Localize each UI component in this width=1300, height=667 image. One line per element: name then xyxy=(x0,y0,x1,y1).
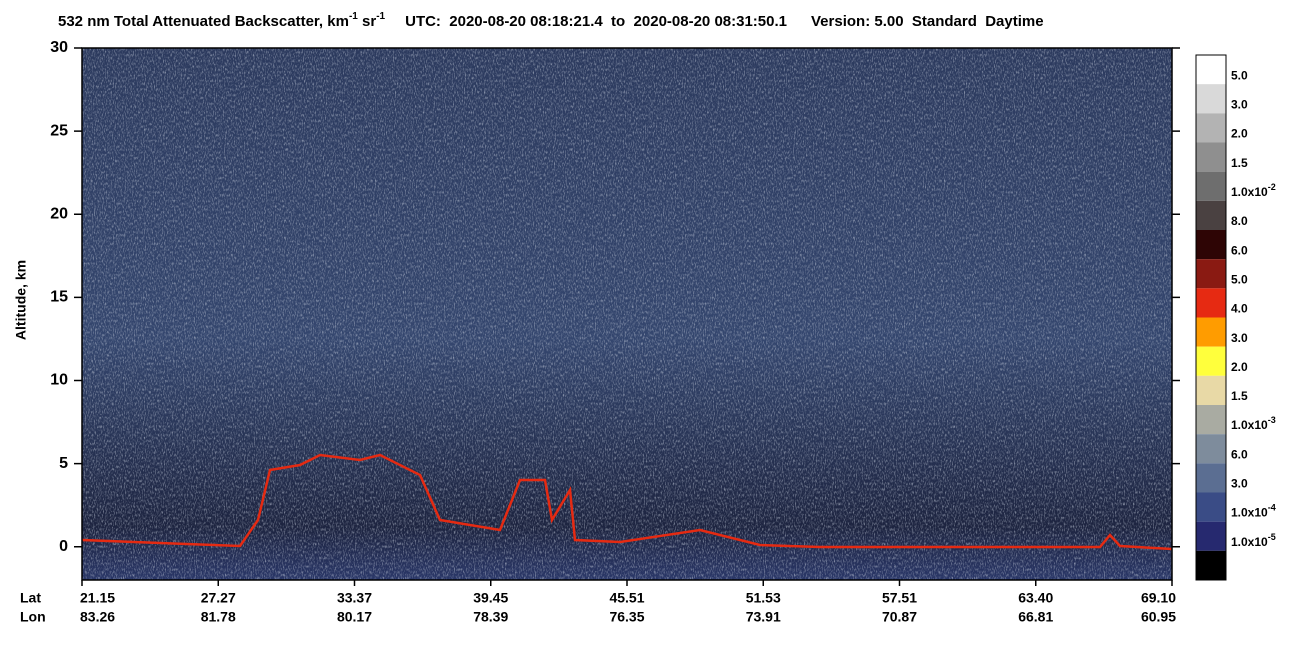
colorbar-label-base: 1.0x10 xyxy=(1231,418,1268,432)
colorbar-label: 3.0 xyxy=(1231,331,1248,345)
colorbar-label: 6.0 xyxy=(1231,243,1248,257)
colorbar-label: 5.0 xyxy=(1231,68,1248,82)
lat-tick-label: 27.27 xyxy=(201,590,236,606)
title-sup: -1 xyxy=(349,11,358,22)
title-version: Version: 5.00 Standard Daytime xyxy=(811,13,1044,30)
y-tick-label: 15 xyxy=(50,289,68,306)
colorbar-label: 3.0 xyxy=(1231,477,1248,491)
title-utc: UTC: 2020-08-20 08:18:21.4 to 2020-08-20… xyxy=(405,13,787,30)
lat-label: Lat xyxy=(20,590,41,606)
colorbar-label: 8.0 xyxy=(1231,214,1248,228)
chart-title: 532 nm Total Attenuated Backscatter, km-… xyxy=(58,11,1044,30)
colorbar-label: 1.0x10-2 xyxy=(1231,182,1276,199)
colorbar-label-base: 1.0x10 xyxy=(1231,535,1268,549)
lat-tick-label: 63.40 xyxy=(1018,590,1053,606)
lat-tick-label: 45.51 xyxy=(609,590,644,606)
colorbar-label-sup: -5 xyxy=(1268,532,1276,542)
lon-label: Lon xyxy=(20,609,46,625)
colorbar-label: 5.0 xyxy=(1231,273,1248,287)
colorbar-label: 2.0 xyxy=(1231,127,1248,141)
lon-tick-label: 81.78 xyxy=(201,609,236,625)
title-unit: sr xyxy=(358,13,377,30)
y-axis-label: Altitude, km xyxy=(13,260,29,340)
colorbar-label: 1.0x10-5 xyxy=(1231,532,1276,549)
y-tick-label: 30 xyxy=(50,39,68,56)
colorbar-cell xyxy=(1196,317,1226,347)
plot-area xyxy=(81,47,1173,581)
colorbar-cell xyxy=(1196,434,1226,464)
colorbar-label: 1.0x10-3 xyxy=(1231,416,1276,433)
colorbar-cell xyxy=(1196,405,1226,435)
colorbar-label-sup: -3 xyxy=(1268,416,1276,426)
colorbar-cell xyxy=(1196,259,1226,289)
colorbar-label-base: 1.0x10 xyxy=(1231,185,1268,199)
colorbar-cell xyxy=(1196,200,1226,230)
colorbar-label: 1.5 xyxy=(1231,156,1248,170)
lat-tick-label: 39.45 xyxy=(473,590,508,606)
colorbar-cell xyxy=(1196,492,1226,522)
colorbar-cell xyxy=(1196,346,1226,376)
lat-tick-label: 33.37 xyxy=(337,590,372,606)
colorbar-label: 3.0 xyxy=(1231,98,1248,112)
colorbar-label: 2.0 xyxy=(1231,360,1248,374)
y-tick-label: 25 xyxy=(50,122,68,139)
colorbar-label-sup: -4 xyxy=(1268,503,1276,513)
colorbar-label: 1.5 xyxy=(1231,389,1248,403)
lon-tick-label: 70.87 xyxy=(882,609,917,625)
lon-tick-label: 80.17 xyxy=(337,609,372,625)
lon-tick-label: 78.39 xyxy=(473,609,508,625)
colorbar-cell xyxy=(1196,230,1226,260)
colorbar-cell xyxy=(1196,142,1226,172)
colorbar-cell xyxy=(1196,463,1226,493)
colorbar-cell xyxy=(1196,288,1226,318)
lat-tick-label: 21.15 xyxy=(80,590,115,606)
colorbar-label: 1.0x10-4 xyxy=(1231,503,1276,520)
y-tick-label: 5 xyxy=(59,455,68,472)
colorbar-frame xyxy=(1195,54,1227,581)
y-tick-label: 20 xyxy=(50,205,68,222)
colorbar-label: 4.0 xyxy=(1231,302,1248,316)
y-tick-label: 10 xyxy=(50,372,68,389)
colorbar-label-sup: -2 xyxy=(1268,182,1276,192)
lat-tick-label: 69.10 xyxy=(1141,590,1176,606)
surface-signal xyxy=(81,453,1173,551)
colorbar-cell xyxy=(1196,113,1226,143)
lat-tick-label: 51.53 xyxy=(746,590,781,606)
title-sup: -1 xyxy=(376,11,385,22)
title-quantity: 532 nm Total Attenuated Backscatter, km xyxy=(58,13,349,30)
colorbar-cell xyxy=(1196,375,1226,405)
colorbar-cell xyxy=(1196,55,1226,85)
y-tick-label: 0 xyxy=(59,538,68,555)
lon-tick-label: 73.91 xyxy=(746,609,781,625)
colorbar-cell xyxy=(1196,84,1226,114)
lon-tick-label: 66.81 xyxy=(1018,609,1053,625)
lon-tick-label: 76.35 xyxy=(609,609,644,625)
colorbar-label-base: 1.0x10 xyxy=(1231,506,1268,520)
lon-tick-label: 83.26 xyxy=(80,609,115,625)
lat-tick-label: 57.51 xyxy=(882,590,917,606)
colorbar-cell xyxy=(1196,550,1226,580)
lon-tick-label: 60.95 xyxy=(1141,609,1176,625)
backscatter-noise xyxy=(82,48,1172,580)
colorbar-cell xyxy=(1196,171,1226,201)
colorbar-cell xyxy=(1196,521,1226,551)
colorbar-label: 6.0 xyxy=(1231,448,1248,462)
